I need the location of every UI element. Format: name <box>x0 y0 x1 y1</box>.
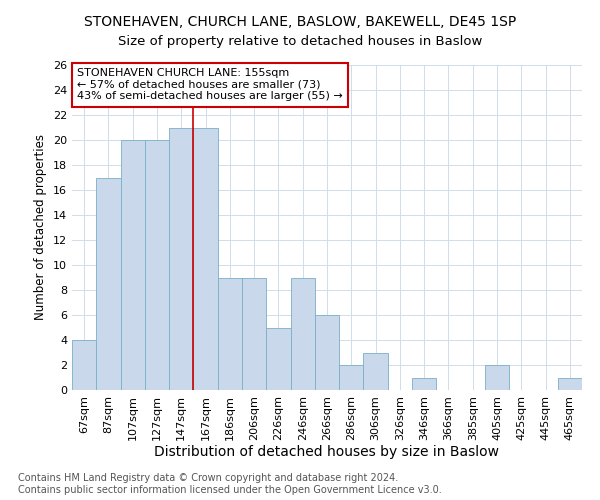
Bar <box>169 128 193 390</box>
Text: STONEHAVEN CHURCH LANE: 155sqm
← 57% of detached houses are smaller (73)
43% of : STONEHAVEN CHURCH LANE: 155sqm ← 57% of … <box>77 68 343 102</box>
Text: Size of property relative to detached houses in Baslow: Size of property relative to detached ho… <box>118 35 482 48</box>
Bar <box>485 365 509 390</box>
Bar <box>290 278 315 390</box>
Bar <box>218 278 242 390</box>
Bar <box>266 328 290 390</box>
Bar <box>339 365 364 390</box>
Bar <box>558 378 582 390</box>
Bar <box>364 352 388 390</box>
Bar <box>96 178 121 390</box>
Bar <box>315 315 339 390</box>
Y-axis label: Number of detached properties: Number of detached properties <box>34 134 47 320</box>
Bar <box>121 140 145 390</box>
Bar <box>145 140 169 390</box>
Bar <box>412 378 436 390</box>
Text: STONEHAVEN, CHURCH LANE, BASLOW, BAKEWELL, DE45 1SP: STONEHAVEN, CHURCH LANE, BASLOW, BAKEWEL… <box>84 15 516 29</box>
Text: Contains HM Land Registry data © Crown copyright and database right 2024.
Contai: Contains HM Land Registry data © Crown c… <box>18 474 442 495</box>
Bar <box>193 128 218 390</box>
Bar <box>242 278 266 390</box>
Bar <box>72 340 96 390</box>
X-axis label: Distribution of detached houses by size in Baslow: Distribution of detached houses by size … <box>155 446 499 460</box>
